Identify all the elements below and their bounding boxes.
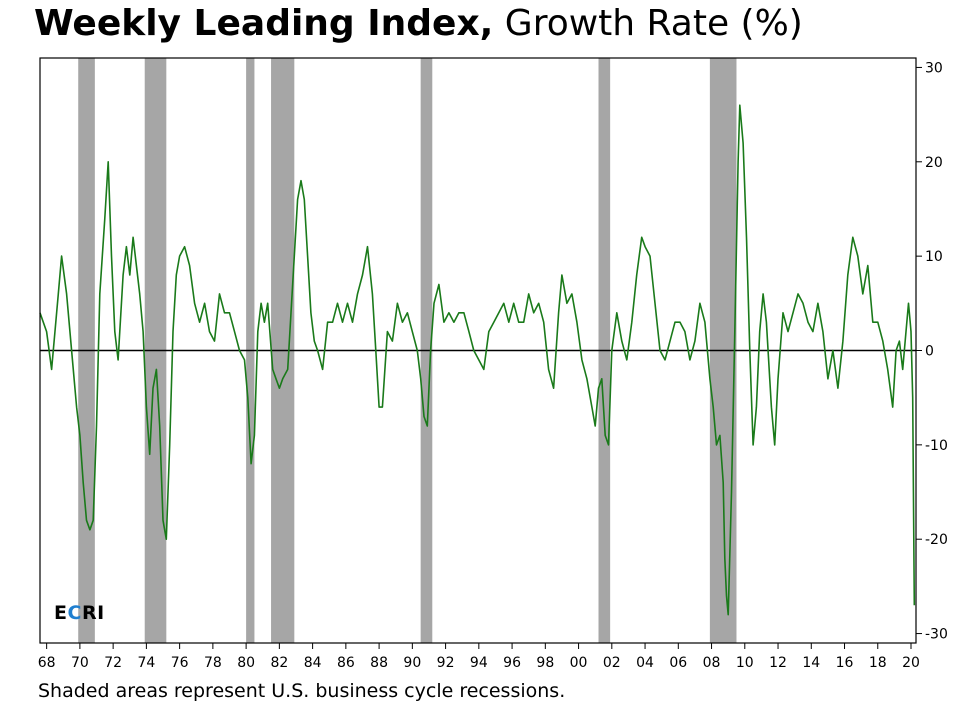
x-axis: 68 70 72 74 76 78 80 82 84 86 88 90 92 94 96 98 00 02 04 06… — [38, 643, 920, 671]
logo-c: C — [67, 602, 82, 624]
ecri-logo: ECRI — [54, 602, 105, 624]
y-tick-label: -10 — [925, 438, 948, 454]
y-axis: 30 20 10 0 -10 -20 -30 — [916, 60, 948, 643]
x-tick-label: 94 — [470, 655, 488, 671]
x-tick-label: 16 — [836, 655, 854, 671]
y-tick-label: 0 — [925, 344, 934, 360]
x-tick-label: 72 — [104, 655, 122, 671]
y-tick-label: 30 — [925, 60, 943, 76]
series-line — [39, 104, 916, 616]
x-tick-label: 00 — [570, 655, 588, 671]
x-tick-label: 86 — [337, 655, 355, 671]
logo-ri: RI — [81, 602, 105, 624]
y-tick-label: 10 — [925, 249, 943, 265]
x-tick-label: 90 — [403, 655, 421, 671]
y-tick-label: -30 — [925, 627, 948, 643]
x-tick-label: 02 — [603, 655, 621, 671]
y-tick-label: -20 — [925, 532, 948, 548]
x-tick-label: 10 — [736, 655, 754, 671]
x-tick-label: 88 — [370, 655, 388, 671]
x-tick-label: 08 — [703, 655, 721, 671]
x-tick-label: 06 — [669, 655, 687, 671]
chart-title-light: Growth Rate (%) — [504, 3, 803, 44]
x-tick-label: 82 — [270, 655, 288, 671]
x-tick-label: 84 — [304, 655, 322, 671]
x-tick-label: 96 — [503, 655, 521, 671]
x-tick-label: 80 — [237, 655, 255, 671]
x-tick-label: 74 — [137, 655, 155, 671]
x-tick-label: 76 — [171, 655, 189, 671]
x-tick-label: 20 — [902, 655, 920, 671]
x-tick-label: 12 — [769, 655, 787, 671]
x-tick-label: 14 — [802, 655, 820, 671]
x-tick-label: 68 — [38, 655, 56, 671]
x-tick-label: 18 — [869, 655, 887, 671]
x-tick-label: 98 — [536, 655, 554, 671]
x-tick-label: 92 — [437, 655, 455, 671]
logo-e: E — [54, 602, 68, 624]
chart-title-bold: Weekly Leading Index, — [34, 3, 494, 44]
y-tick-label: 20 — [925, 155, 943, 171]
x-tick-label: 70 — [71, 655, 89, 671]
x-tick-label: 78 — [204, 655, 222, 671]
x-tick-label: 04 — [636, 655, 654, 671]
chart-title: Weekly Leading Index, Growth Rate (%) — [34, 0, 803, 48]
footnote: Shaded areas represent U.S. business cyc… — [38, 680, 566, 702]
